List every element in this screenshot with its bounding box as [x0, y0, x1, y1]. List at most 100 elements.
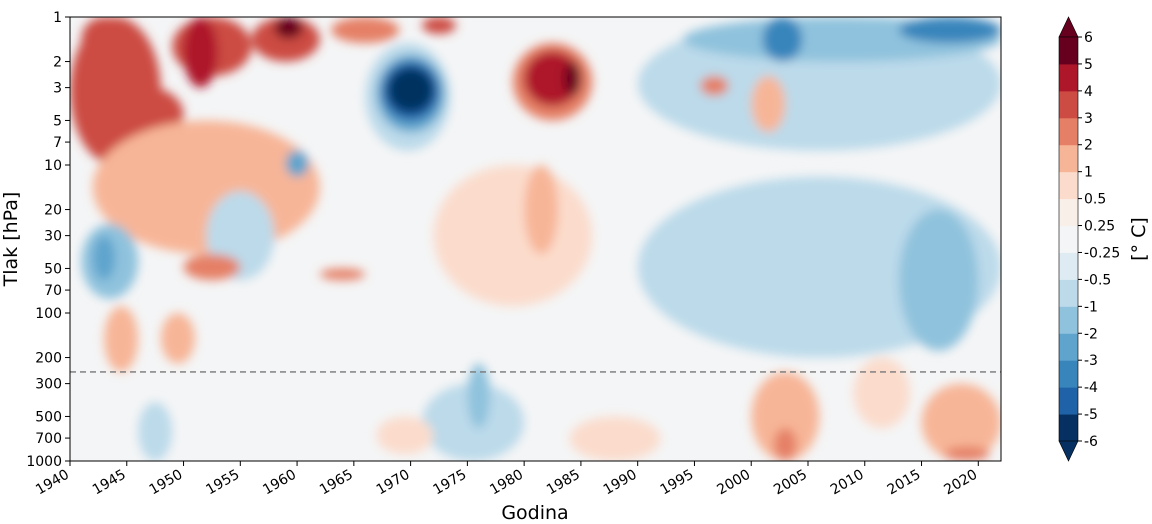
colorbar-segment [1059, 252, 1078, 280]
x-tick-label: 1950 [147, 467, 186, 499]
colorbar-segment [1059, 414, 1078, 442]
colorbar-segment [1059, 225, 1078, 253]
anomaly-region [274, 17, 303, 39]
anomaly-region [921, 383, 1001, 461]
anomaly-region [331, 17, 400, 44]
anomaly-region [387, 67, 434, 113]
anomaly-region [773, 428, 797, 461]
anomaly-field [70, 17, 1001, 461]
colorbar-level-label: 2 [1084, 138, 1093, 154]
x-tick-label: 2015 [885, 467, 924, 499]
x-tick-label: 1965 [317, 467, 356, 499]
colorbar-level-label: 6 [1084, 30, 1093, 46]
y-tick-label: 1 [53, 10, 62, 26]
x-tick-label: 1940 [33, 467, 72, 499]
colorbar-segment [1059, 90, 1078, 119]
anomaly-region [160, 313, 195, 364]
colorbar-level-label: -0.25 [1084, 245, 1120, 261]
anomaly-region [251, 17, 320, 62]
colorbar-segment [1059, 198, 1078, 227]
colorbar-title: [° C] [1128, 217, 1150, 261]
colorbar-segment [1059, 144, 1078, 173]
colorbar-extend-under [1058, 440, 1079, 462]
colorbar-level-label: -2 [1084, 326, 1098, 342]
x-tick-label: 1970 [374, 467, 413, 499]
colorbar-segment [1059, 37, 1078, 65]
anomaly-region [700, 75, 729, 96]
y-tick-label: 5 [53, 113, 62, 129]
colorbar-level-label: 0.25 [1084, 219, 1115, 235]
colorbar-segment [1059, 306, 1078, 334]
y-axis: 1 2 3 5 7 10 20 30 50 70 100 200 300 500 700 1000 [26, 10, 70, 470]
colorbar-extend-over [1058, 16, 1079, 38]
x-axis-title: Godina [501, 502, 568, 524]
anomaly-region [319, 268, 366, 281]
anomaly-region [524, 51, 581, 107]
y-tick-label: 7 [53, 135, 62, 151]
y-tick-label: 300 [35, 377, 62, 393]
colorbar-segment [1059, 387, 1078, 415]
y-tick-label: 1000 [26, 454, 62, 470]
y-tick-label: 20 [44, 203, 62, 219]
x-tick-label: 1975 [431, 467, 470, 499]
y-tick-label: 100 [35, 306, 62, 322]
y-tick-label: 70 [44, 283, 62, 299]
anomaly-region [563, 61, 581, 96]
colorbar-level-label: -4 [1084, 380, 1098, 396]
colorbar-level-label: -1 [1084, 299, 1098, 315]
anomaly-region [138, 402, 173, 461]
colorbar-level-label: -3 [1084, 353, 1098, 369]
y-tick-label: 30 [44, 229, 62, 245]
y-tick-label: 700 [35, 431, 62, 447]
anomaly-region [467, 363, 491, 429]
x-tick-label: 1995 [658, 467, 697, 499]
anomaly-region [376, 416, 434, 455]
x-tick-label: 2010 [828, 467, 867, 499]
colorbar-level-label: 1 [1084, 165, 1093, 181]
colorbar-level-label: -6 [1084, 434, 1098, 450]
y-tick-label: 200 [35, 351, 62, 367]
x-axis: 1940 1945 1950 1955 1960 1965 1970 1975 1980 1985… [33, 461, 980, 498]
anomaly-region [183, 17, 218, 88]
x-tick-label: 2005 [771, 467, 810, 499]
anomaly-region [898, 209, 979, 351]
y-tick-label: 10 [44, 158, 62, 174]
colorbar-segment [1059, 360, 1078, 388]
colorbar-level-label: 3 [1084, 111, 1093, 127]
anomaly-region [944, 446, 990, 461]
plot-frame [69, 16, 1002, 462]
x-tick-label: 1945 [90, 467, 129, 499]
colorbar-segment [1059, 63, 1078, 92]
colorbar-frame [1058, 36, 1079, 442]
anomaly-region [285, 150, 309, 177]
anomaly-region [524, 165, 559, 255]
anomaly-region [762, 17, 803, 62]
anomaly-region [421, 17, 457, 34]
x-tick-label: 1960 [260, 467, 299, 499]
x-tick-label: 1955 [203, 467, 242, 499]
anomaly-region [183, 254, 241, 281]
anomaly-region [853, 357, 911, 429]
anomaly-region [898, 17, 1001, 44]
colorbar-level-label: 0.5 [1084, 192, 1106, 208]
anomaly-region [751, 371, 820, 461]
anomaly-region [92, 235, 116, 281]
x-tick-label: 2020 [941, 467, 980, 499]
colorbar-segment [1059, 333, 1078, 361]
y-tick-label: 3 [53, 81, 62, 97]
y-axis-title: Tlak [hPa] [0, 192, 22, 288]
y-tick-label: 50 [44, 261, 62, 277]
colorbar-level-label: -5 [1084, 407, 1098, 423]
colorbar-level-label: 5 [1084, 57, 1093, 73]
y-tick-label: 2 [53, 55, 62, 71]
colorbar-segment [1059, 171, 1078, 200]
colorbar-segment [1059, 279, 1078, 307]
x-tick-label: 1980 [487, 467, 526, 499]
anomaly-region [81, 17, 127, 62]
anomaly-region [104, 306, 139, 372]
x-tick-label: 1990 [601, 467, 640, 499]
y-tick-label: 500 [35, 409, 62, 425]
x-tick-label: 1985 [544, 467, 583, 499]
anomaly-region [569, 416, 661, 461]
